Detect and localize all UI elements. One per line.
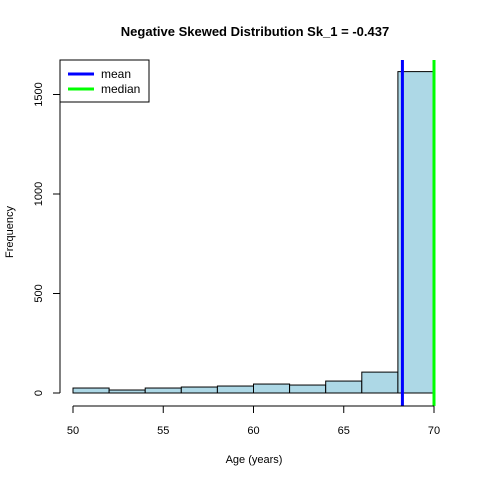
chart-title: Negative Skewed Distribution Sk_1 = -0.4… [121, 24, 389, 39]
histogram-bar-0 [72, 387, 110, 394]
x-axis-label: Age (years) [226, 454, 283, 466]
legend-label-mean: mean [101, 67, 131, 81]
x-tick-label: 55 [157, 425, 169, 437]
y-tick-label: 0 [33, 390, 45, 396]
y-tick-label: 500 [33, 284, 45, 302]
histogram-bar-8 [361, 371, 399, 394]
histogram-bar-7 [325, 380, 363, 394]
histogram-bars [72, 71, 435, 394]
histogram-bar-9 [397, 71, 435, 394]
x-tick-label: 60 [247, 425, 259, 437]
histogram-bar-1 [108, 389, 146, 394]
legend-label-median: median [101, 82, 140, 96]
legend-box [59, 59, 150, 103]
histogram-bar-6 [289, 384, 327, 394]
histogram-bar-2 [144, 387, 182, 394]
y-axis-label: Frequency [4, 206, 16, 258]
histogram-bar-5 [253, 383, 291, 394]
y-tick-label: 1500 [33, 82, 45, 106]
reference-lines [400, 60, 436, 406]
x-tick-label: 65 [338, 425, 350, 437]
x-axis: 50 55 60 65 70 [67, 405, 440, 437]
y-axis: 0 500 1000 1500 [33, 82, 61, 396]
histogram-bar-4 [216, 385, 254, 394]
histogram-bar-3 [180, 386, 218, 394]
x-tick-label: 50 [67, 425, 79, 437]
x-tick-label: 70 [428, 425, 440, 437]
y-tick-label: 1000 [33, 182, 45, 206]
